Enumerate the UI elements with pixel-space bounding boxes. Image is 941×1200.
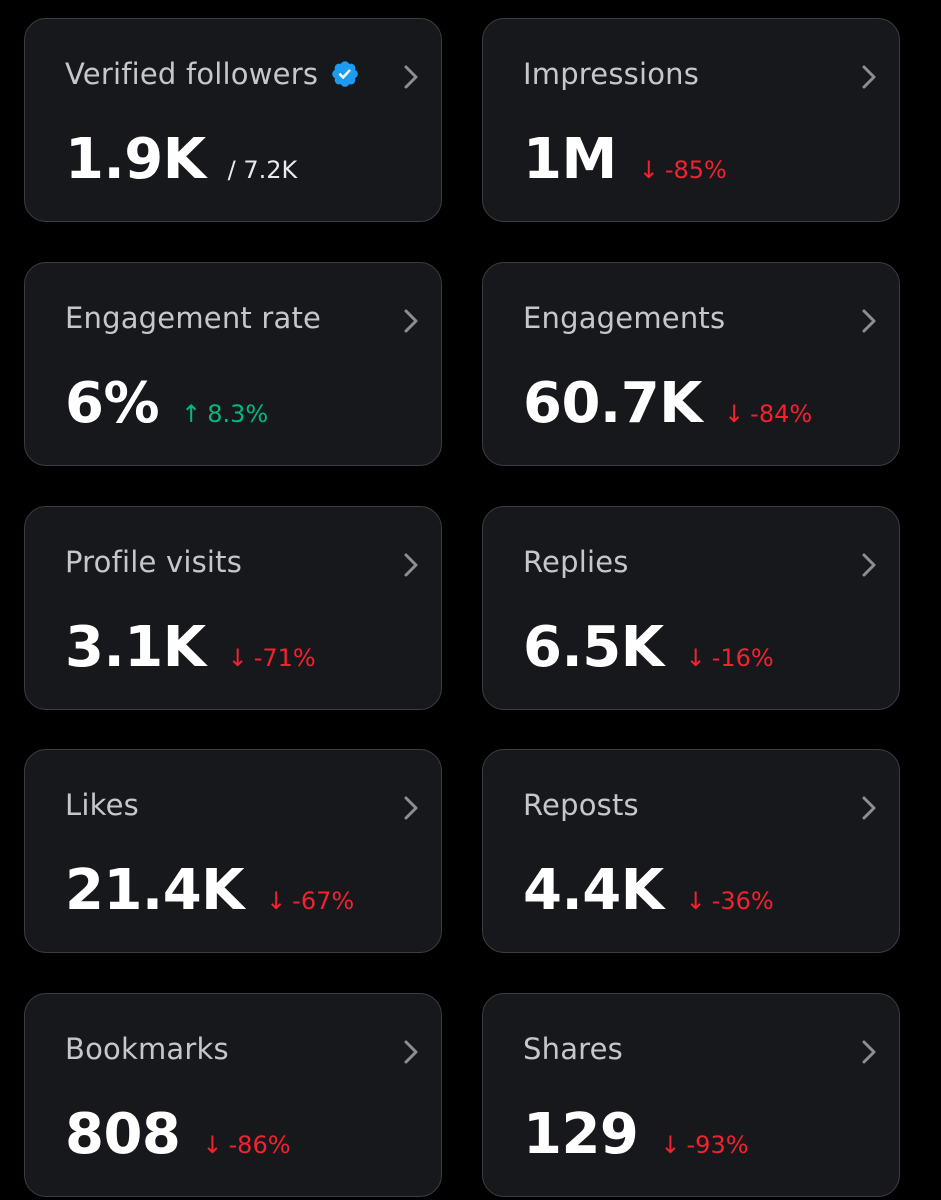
metric-value: 808 — [65, 1102, 181, 1167]
card-engagement-rate[interactable]: Engagement rate 6% ↑ 8.3% — [24, 262, 442, 466]
card-title: Replies — [523, 545, 629, 579]
chevron-right-icon[interactable] — [859, 63, 879, 91]
metric-value: 4.4K — [523, 858, 664, 923]
arrow-down-icon: ↓ — [638, 156, 659, 184]
metric-change: ↑ 8.3% — [181, 400, 268, 428]
card-title: Engagement rate — [65, 301, 322, 335]
chevron-right-icon[interactable] — [859, 551, 879, 579]
arrow-up-icon: ↑ — [181, 400, 202, 428]
chevron-right-icon[interactable] — [401, 63, 421, 91]
card-title: Shares — [523, 1032, 623, 1066]
arrow-down-icon: ↓ — [724, 400, 745, 428]
chevron-right-icon[interactable] — [401, 794, 421, 822]
metric-change: ↓ -93% — [660, 1131, 748, 1159]
card-engagements[interactable]: Engagements 60.7K ↓ -84% — [482, 262, 900, 466]
card-reposts[interactable]: Reposts 4.4K ↓ -36% — [482, 749, 900, 953]
card-bookmarks[interactable]: Bookmarks 808 ↓ -86% — [24, 993, 442, 1197]
metric-value: 60.7K — [523, 371, 703, 436]
card-title: Impressions — [523, 57, 700, 91]
change-value: -71% — [253, 644, 316, 672]
metric-row: 60.7K ↓ -84% — [523, 371, 812, 436]
metric-value: 3.1K — [65, 615, 206, 680]
arrow-down-icon: ↓ — [685, 887, 706, 915]
change-value: -67% — [292, 887, 355, 915]
card-title: Likes — [65, 788, 139, 822]
metric-change: ↓ -67% — [266, 887, 354, 915]
change-value: -93% — [686, 1131, 749, 1159]
card-title: Reposts — [523, 788, 639, 822]
change-value: -36% — [711, 887, 774, 915]
change-value: -85% — [664, 156, 727, 184]
metric-row: 1M ↓ -85% — [523, 127, 727, 192]
arrow-down-icon: ↓ — [266, 887, 287, 915]
metric-row: 808 ↓ -86% — [65, 1102, 291, 1167]
metric-row: 6% ↑ 8.3% — [65, 371, 268, 436]
metric-row: 21.4K ↓ -67% — [65, 858, 354, 923]
metric-value: 129 — [523, 1102, 639, 1167]
chevron-right-icon[interactable] — [859, 307, 879, 335]
card-profile-visits[interactable]: Profile visits 3.1K ↓ -71% — [24, 506, 442, 710]
arrow-down-icon: ↓ — [660, 1131, 681, 1159]
card-title-wrap: Verified followers — [65, 57, 360, 91]
metric-value: 6% — [65, 371, 160, 436]
card-title: Bookmarks — [65, 1032, 229, 1066]
card-title: Engagements — [523, 301, 726, 335]
verified-badge-icon — [332, 61, 358, 87]
metric-row: 1.9K / 7.2K — [65, 127, 297, 192]
metric-row: 4.4K ↓ -36% — [523, 858, 774, 923]
card-verified-followers[interactable]: Verified followers 1.9K / 7.2K — [24, 18, 442, 222]
metric-change: ↓ -16% — [686, 644, 774, 672]
arrow-down-icon: ↓ — [202, 1131, 223, 1159]
card-impressions[interactable]: Impressions 1M ↓ -85% — [482, 18, 900, 222]
arrow-down-icon: ↓ — [227, 644, 248, 672]
chevron-right-icon[interactable] — [859, 794, 879, 822]
metric-row: 129 ↓ -93% — [523, 1102, 749, 1167]
card-title: Verified followers — [65, 57, 319, 91]
chevron-right-icon[interactable] — [859, 1038, 879, 1066]
metric-change: ↓ -36% — [686, 887, 774, 915]
change-value: 8.3% — [207, 400, 269, 428]
metric-change: ↓ -86% — [202, 1131, 290, 1159]
change-value: -84% — [750, 400, 813, 428]
metric-change: ↓ -71% — [228, 644, 316, 672]
arrow-down-icon: ↓ — [685, 644, 706, 672]
metric-value: 21.4K — [65, 858, 245, 923]
card-likes[interactable]: Likes 21.4K ↓ -67% — [24, 749, 442, 953]
card-shares[interactable]: Shares 129 ↓ -93% — [482, 993, 900, 1197]
change-value: -16% — [711, 644, 774, 672]
metric-change: ↓ -84% — [724, 400, 812, 428]
metric-change: ↓ -85% — [639, 156, 727, 184]
metric-value: 6.5K — [523, 615, 664, 680]
card-title: Profile visits — [65, 545, 243, 579]
metric-row: 3.1K ↓ -71% — [65, 615, 316, 680]
metric-row: 6.5K ↓ -16% — [523, 615, 774, 680]
chevron-right-icon[interactable] — [401, 307, 421, 335]
change-value: -86% — [228, 1131, 291, 1159]
chevron-right-icon[interactable] — [401, 1038, 421, 1066]
metric-value: 1M — [523, 127, 617, 192]
chevron-right-icon[interactable] — [401, 551, 421, 579]
metric-value: 1.9K — [65, 127, 206, 192]
metric-total: / 7.2K — [227, 156, 298, 184]
card-replies[interactable]: Replies 6.5K ↓ -16% — [482, 506, 900, 710]
